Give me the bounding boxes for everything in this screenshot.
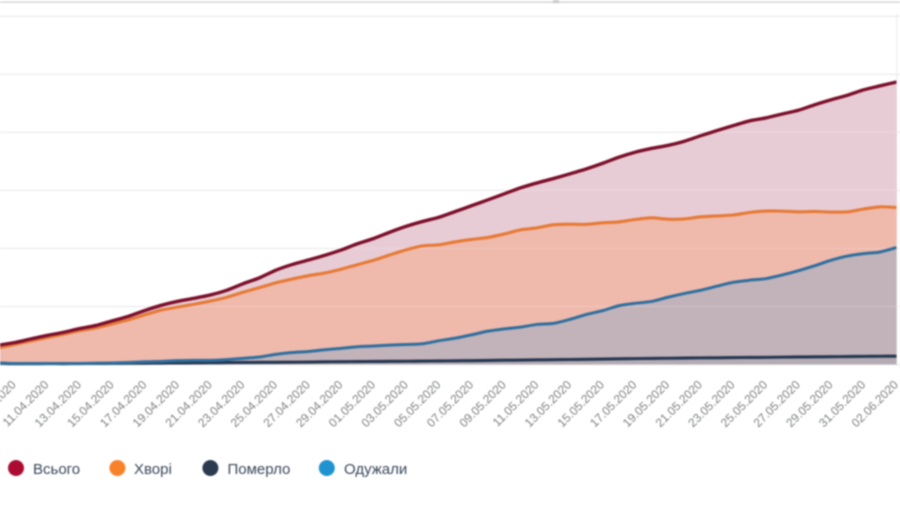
svg-text:Померло: Померло — [228, 461, 291, 478]
svg-text:Всього: Всього — [33, 461, 80, 478]
svg-text:Одужали: Одужали — [344, 461, 407, 478]
svg-text:Хворі: Хворі — [134, 461, 172, 478]
